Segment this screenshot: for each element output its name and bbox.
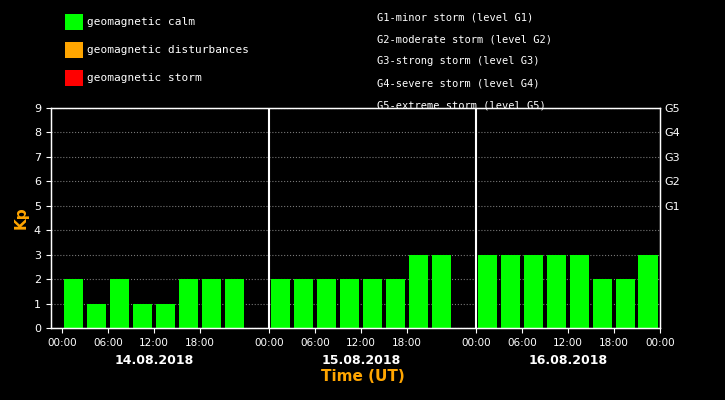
Bar bbox=[271, 279, 290, 328]
Text: G2-moderate storm (level G2): G2-moderate storm (level G2) bbox=[377, 34, 552, 44]
Bar bbox=[639, 255, 658, 328]
Y-axis label: Kp: Kp bbox=[13, 207, 28, 229]
Text: G3-strong storm (level G3): G3-strong storm (level G3) bbox=[377, 56, 539, 66]
Text: 15.08.2018: 15.08.2018 bbox=[321, 354, 401, 367]
Bar bbox=[110, 279, 130, 328]
Bar bbox=[225, 279, 244, 328]
Text: geomagnetic disturbances: geomagnetic disturbances bbox=[87, 45, 249, 55]
Bar bbox=[386, 279, 405, 328]
Bar bbox=[616, 279, 635, 328]
Text: geomagnetic storm: geomagnetic storm bbox=[87, 73, 202, 83]
Bar bbox=[409, 255, 428, 328]
Bar bbox=[592, 279, 612, 328]
Text: Time (UT): Time (UT) bbox=[320, 369, 405, 384]
Text: 14.08.2018: 14.08.2018 bbox=[115, 354, 194, 367]
Bar bbox=[523, 255, 543, 328]
Bar bbox=[156, 304, 175, 328]
Text: geomagnetic calm: geomagnetic calm bbox=[87, 17, 195, 27]
Text: G4-severe storm (level G4): G4-severe storm (level G4) bbox=[377, 78, 539, 88]
Bar bbox=[478, 255, 497, 328]
Bar bbox=[64, 279, 83, 328]
Bar bbox=[133, 304, 152, 328]
Bar bbox=[362, 279, 382, 328]
Bar bbox=[500, 255, 520, 328]
Bar bbox=[294, 279, 313, 328]
Text: 16.08.2018: 16.08.2018 bbox=[529, 354, 608, 367]
Text: G1-minor storm (level G1): G1-minor storm (level G1) bbox=[377, 12, 534, 22]
Bar bbox=[547, 255, 566, 328]
Bar bbox=[202, 279, 221, 328]
Text: G5-extreme storm (level G5): G5-extreme storm (level G5) bbox=[377, 100, 546, 110]
Bar bbox=[431, 255, 451, 328]
Bar bbox=[340, 279, 360, 328]
Bar bbox=[317, 279, 336, 328]
Bar bbox=[87, 304, 107, 328]
Bar bbox=[179, 279, 199, 328]
Bar bbox=[570, 255, 589, 328]
